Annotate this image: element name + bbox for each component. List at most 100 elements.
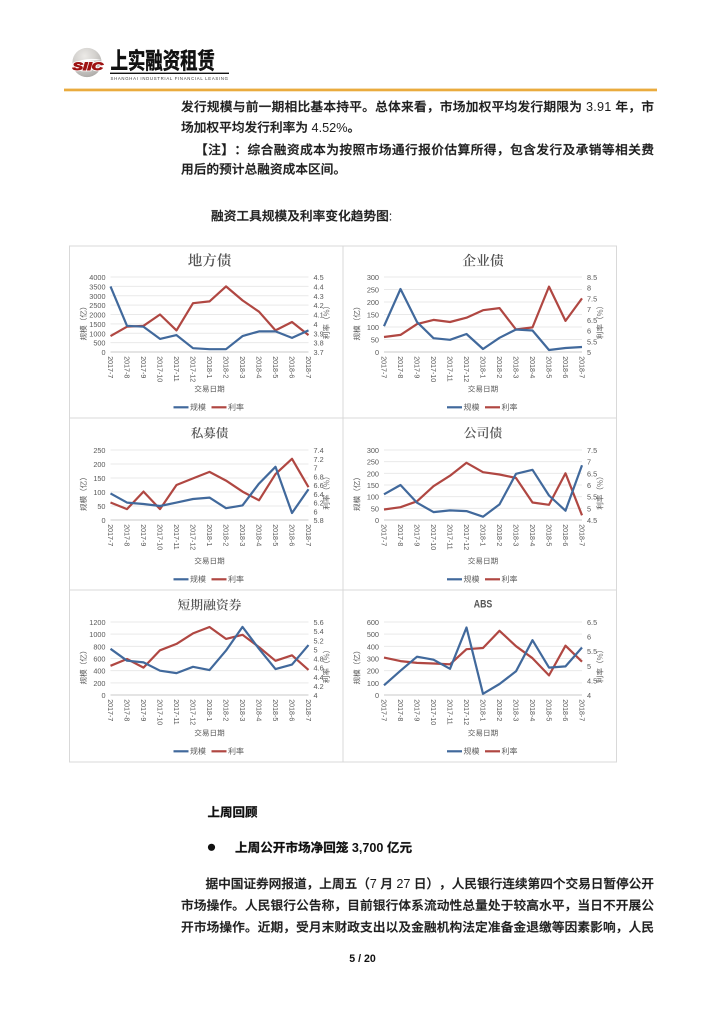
svg-text:5: 5 [314,645,318,654]
svg-text:50: 50 [371,504,379,513]
svg-text:1000: 1000 [89,329,105,338]
svg-text:6.5: 6.5 [587,316,597,325]
svg-text:6.5: 6.5 [587,618,597,627]
svg-text::: : [389,209,393,223]
svg-text:0: 0 [375,516,379,525]
svg-text:5 / 20: 5 / 20 [349,953,376,965]
svg-text:0: 0 [375,348,379,357]
svg-text:400: 400 [93,667,105,676]
svg-text:0: 0 [101,348,105,357]
svg-text:6.2: 6.2 [314,499,324,508]
svg-text:7.5: 7.5 [587,446,597,455]
svg-text:50: 50 [371,336,379,345]
svg-text:5.5: 5.5 [587,493,597,502]
svg-text:4.5: 4.5 [587,516,597,525]
svg-text:100: 100 [367,679,379,688]
svg-text:6: 6 [314,507,318,516]
svg-text:8: 8 [587,284,591,293]
svg-text:4.5: 4.5 [587,676,597,685]
svg-text:6: 6 [587,633,591,642]
svg-text:50: 50 [97,502,105,511]
svg-text:7: 7 [587,305,591,314]
svg-text:4.4: 4.4 [314,673,324,682]
svg-text:5: 5 [587,348,591,357]
svg-text:300: 300 [367,655,379,664]
svg-text:250: 250 [367,458,379,467]
svg-text:5: 5 [587,504,591,513]
svg-text:4000: 4000 [89,273,105,282]
svg-text:800: 800 [93,642,105,651]
svg-text:6.6: 6.6 [314,481,324,490]
svg-text:8.5: 8.5 [587,273,597,282]
svg-text:SIIC: SIIC [73,60,104,72]
svg-text:0: 0 [375,691,379,700]
svg-text:600: 600 [93,655,105,664]
svg-text:100: 100 [367,323,379,332]
svg-text:1000: 1000 [89,630,105,639]
svg-text:3.7: 3.7 [314,348,324,357]
svg-text:5: 5 [587,662,591,671]
svg-text:400: 400 [367,642,379,651]
svg-text:4.4: 4.4 [314,282,324,291]
svg-text:3500: 3500 [89,282,105,291]
svg-text:SHANGHAI INDUSTRIAL FINANCIAL: SHANGHAI INDUSTRIAL FINANCIAL LEASING [111,76,229,81]
svg-text:4.5: 4.5 [314,273,324,282]
svg-text:200: 200 [367,667,379,676]
svg-text:5.6: 5.6 [314,618,324,627]
svg-text:7.4: 7.4 [314,446,324,455]
svg-text:SIIC: SIIC [73,60,104,72]
svg-text:7: 7 [587,458,591,467]
svg-text:250: 250 [93,446,105,455]
svg-text:0: 0 [101,691,105,700]
svg-text:200: 200 [367,469,379,478]
svg-text:6.8: 6.8 [314,472,324,481]
svg-text:6: 6 [587,481,591,490]
svg-text:250: 250 [367,286,379,295]
svg-text:4.6: 4.6 [314,664,324,673]
svg-text:4.3: 4.3 [314,292,324,301]
svg-text:500: 500 [93,339,105,348]
svg-text:300: 300 [367,446,379,455]
svg-text:4.1: 4.1 [314,311,324,320]
svg-text:300: 300 [367,273,379,282]
svg-text:4: 4 [314,691,318,700]
svg-text:0: 0 [101,516,105,525]
svg-text:2000: 2000 [89,311,105,320]
svg-text:150: 150 [367,311,379,320]
svg-text:150: 150 [93,474,105,483]
svg-text:3,700: 3,700 [348,841,387,855]
svg-text:7: 7 [370,877,380,891]
svg-text:2500: 2500 [89,301,105,310]
svg-text:4: 4 [314,320,318,329]
svg-text:200: 200 [93,679,105,688]
svg-text:5.8: 5.8 [314,516,324,525]
svg-text:4.8: 4.8 [314,655,324,664]
svg-text:5.5: 5.5 [587,337,597,346]
svg-text:200: 200 [367,298,379,307]
svg-text:3000: 3000 [89,292,105,301]
svg-text:5.5: 5.5 [587,647,597,656]
svg-text:1200: 1200 [89,618,105,627]
svg-text:4: 4 [587,691,591,700]
svg-text:27: 27 [393,877,414,891]
svg-text:3.9: 3.9 [314,329,324,338]
svg-text:7: 7 [314,464,318,473]
svg-text:600: 600 [367,618,379,627]
svg-text:5.4: 5.4 [314,627,324,636]
svg-text:5.2: 5.2 [314,636,324,645]
svg-text:4.2: 4.2 [314,682,324,691]
svg-text:100: 100 [93,488,105,497]
svg-text:ABS: ABS [474,599,493,611]
svg-text:500: 500 [367,630,379,639]
svg-text:1500: 1500 [89,320,105,329]
svg-text:4.2: 4.2 [314,301,324,310]
svg-text:200: 200 [93,460,105,469]
svg-text:3.8: 3.8 [314,339,324,348]
svg-text:7.5: 7.5 [587,294,597,303]
svg-text:3.91: 3.91 [582,100,615,114]
svg-text:150: 150 [367,481,379,490]
svg-text:7.2: 7.2 [314,455,324,464]
svg-text:6.4: 6.4 [314,490,324,499]
svg-text:100: 100 [367,493,379,502]
svg-text:6.5: 6.5 [587,469,597,478]
